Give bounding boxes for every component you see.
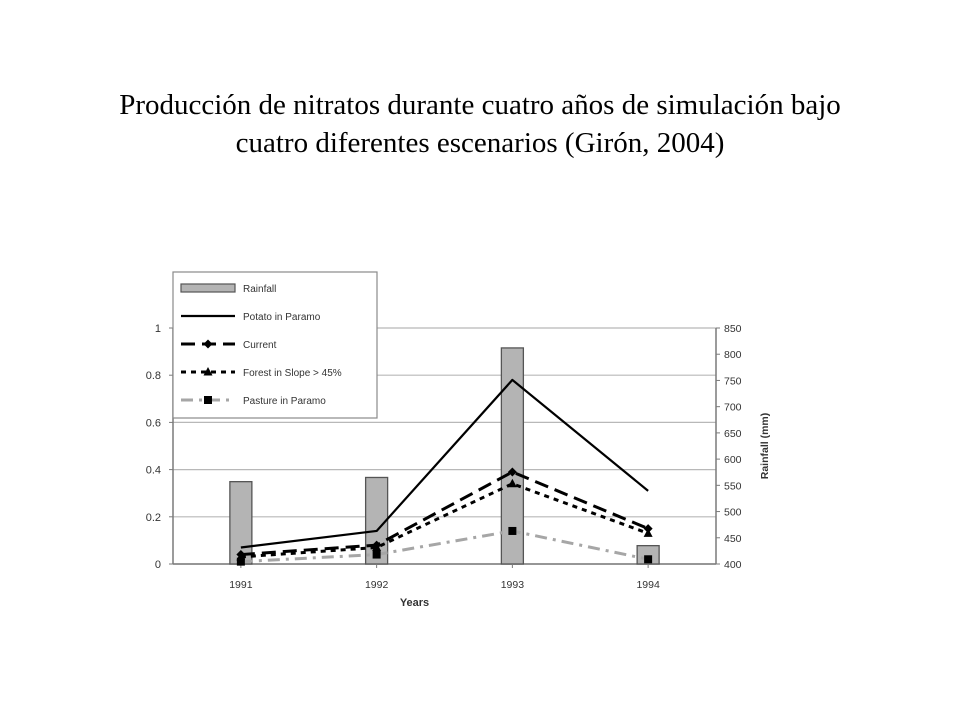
y2-tick-label: 600: [724, 454, 742, 466]
y-tick-label: 0.2: [146, 512, 161, 524]
series-2-point-1994: [643, 528, 653, 537]
series-3-point-1992: [372, 550, 381, 559]
y2-tick-label: 650: [724, 428, 742, 440]
y2-tick-label: 500: [724, 507, 742, 519]
legend-entry: Rainfall: [243, 284, 276, 295]
series-3-point-1993: [508, 526, 517, 535]
slide-title: Producción de nitratos durante cuatro añ…: [0, 86, 960, 162]
y-tick-label: 0: [155, 559, 161, 571]
legend-entry: Potato in Paramo: [243, 312, 321, 323]
y2-tick-label: 750: [724, 375, 742, 387]
nitrate-chart: 0 0.2 0.4 0.6 0.8 1 400 450 500 550 600 650 700 750 80…: [128, 268, 788, 608]
x-axis-label: Years: [400, 597, 429, 608]
y-tick-label: 0.4: [146, 465, 161, 477]
y2-tick-label: 550: [724, 480, 742, 492]
legend-marker-4: [204, 396, 212, 404]
series-2-point-1993: [507, 478, 517, 488]
series-2-point-1992: [372, 542, 382, 551]
series-3-point-1994: [644, 555, 653, 564]
y2-tick-label: 400: [724, 559, 742, 571]
series-3-point-1991: [236, 557, 245, 566]
legend-swatch-rainfall: [180, 283, 236, 293]
legend-entry: Current: [243, 340, 277, 351]
x-tick-label: 1991: [229, 579, 253, 591]
y-tick-label: 0.8: [146, 370, 161, 382]
title-line-2: cuatro diferentes escenarios (Girón, 200…: [235, 127, 725, 159]
title-line-1: Producción de nitratos durante cuatro añ…: [119, 89, 841, 121]
y-tick-label: 1: [155, 323, 161, 335]
legend-marker-3: [203, 367, 213, 376]
series-line-2: [240, 482, 649, 559]
y-tick-label: 0.6: [146, 417, 161, 429]
x-tick-label: 1992: [365, 579, 389, 591]
legend-marker-2: [203, 339, 213, 349]
legend-entry: Pasture in Paramo: [243, 396, 326, 407]
y2-tick-label: 700: [724, 402, 742, 414]
y2-tick-label: 850: [724, 323, 742, 335]
x-tick-label: 1994: [636, 579, 660, 591]
series-line-1: [240, 470, 649, 557]
y2-axis-label: Rainfall (mm): [759, 413, 771, 480]
x-tick-label: 1993: [501, 579, 525, 591]
series-line-3: [240, 529, 649, 564]
legend-entry: Forest in Slope > 45%: [243, 368, 342, 379]
series-line-0: [240, 378, 649, 549]
series-1-point-1993: [507, 467, 517, 477]
y2-tick-label: 800: [724, 349, 742, 361]
y2-tick-label: 450: [724, 533, 742, 545]
